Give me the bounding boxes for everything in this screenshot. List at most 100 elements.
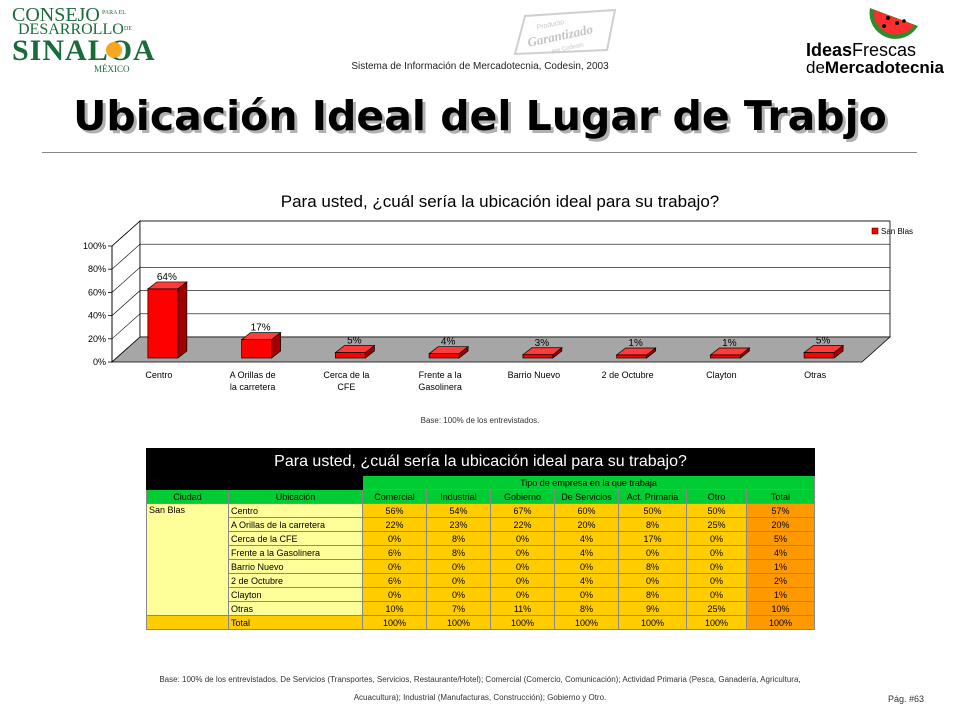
table-cell: 54% [426,503,491,518]
data-label: 64% [157,272,177,283]
table-cell: 60% [554,503,619,518]
bar [428,353,460,359]
table-cell: 20% [554,517,619,532]
table-cell: 0% [554,559,619,574]
slide-title: Ubicación Ideal del Lugar de Trabjo [73,92,887,140]
table-cell: 0% [686,531,747,546]
table-title: Para usted, ¿cuál sería la ubicación ide… [145,448,816,476]
table-total-cell: 10% [745,601,816,616]
table-row: A Orillas de la carretera 22% 23% 22% 20% 8% 2… [147,517,816,532]
table-cell: 10% [362,601,427,616]
table-cell: 7% [426,601,491,616]
table-cell: 8% [554,601,619,616]
ideas-frescas-logo: IdeasFrescas deMercadotecnia [806,2,956,77]
table-row: Frente a la Gasolinera 6% 8% 0% 4% 0% 0% 4% [147,545,816,560]
category-label: A Orillas de la carretera [230,370,276,392]
logo-text-sinaloa: SINALOA [12,34,156,67]
bar [710,354,741,359]
gridline [111,313,890,340]
table-cell: 100% [362,615,427,630]
table-cell: 0% [686,545,747,560]
y-tick-label: 60% [88,287,106,297]
table-group-blank [146,475,363,490]
bar [522,354,554,359]
bar [241,339,272,359]
table-cell: 0% [490,587,555,602]
table-cell: 8% [618,559,687,574]
table-cell: 0% [618,545,687,560]
table-cell: 25% [686,601,747,616]
table-cell: 0% [686,587,747,602]
table-row: Barrio Nuevo 0% 0% 0% 0% 8% 0% 1% [147,559,816,574]
bar [803,352,835,359]
logo-text-para-el: PARA EL [102,10,126,16]
table-cell: 6% [362,545,427,560]
table-cell: 0% [362,587,427,602]
table-row-label: A Orillas de la carretera [228,517,363,532]
gridline [111,220,890,247]
page-number: Pág. #63 [888,694,925,704]
logo-text-consejo: CONSEJO [12,4,100,26]
table-cell: 0% [490,559,555,574]
table-cell: 0% [426,587,491,602]
table-total-cell: 20% [745,517,816,532]
table-cell: 25% [686,517,747,532]
table-col-header: De Servicios [554,489,619,504]
table-cell: 0% [490,531,555,546]
table-cell: 100% [490,615,555,630]
table-group-header: Tipo de empresa en la que trabaja [361,475,816,490]
table-cell: 0% [362,531,427,546]
legend-label: San Blas [881,227,913,236]
header-subtitle: Sistema de Información de Mercadotecnia,… [351,61,609,72]
table-col-header: Otro [686,489,747,504]
logo-text-desarrollo: DESARROLLO [18,21,124,38]
logo-sun-icon [106,42,122,58]
chart-title: Para usted, ¿cuál sería la ubicación ide… [280,192,720,211]
table-city-blank [146,615,229,630]
gridline [111,290,890,316]
logo-mercadotecnia: Mercadotecnia [824,58,944,77]
bar-side [177,281,188,359]
logo-text-de: DE [124,26,132,32]
footnote-line-1: Base: 100% de los entrevistados. De Serv… [159,675,801,684]
data-label: 17% [251,323,271,334]
table-cell: 0% [554,587,619,602]
table-row: San Blas Centro 56% 54% 67% 60% 50% 50% 57% [146,503,816,616]
table-row-label: Centro [228,503,363,518]
category-label: Centro [145,370,172,380]
data-label: 5% [816,336,831,347]
table-total-cell: 5% [745,531,816,546]
data-label: 1% [628,338,643,349]
table-cell: 50% [686,503,747,518]
table-cell: 0% [426,559,491,574]
watermelon-icon [869,8,918,39]
table-row: Clayton 0% 0% 0% 0% 8% 0% 1% [147,587,816,602]
table-row-label: Frente a la Gasolinera [228,545,363,560]
table-cell: 23% [426,517,491,532]
table-col-header: Gobierno [490,489,555,504]
table-row: Total 100% 100% 100% 100% 100% 100% 100% [146,615,816,630]
y-tick-label: 0% [93,357,106,367]
category-label: Barrio Nuevo [508,370,561,380]
table-col-header: Act. Primaria [618,489,687,504]
table-total-cell: 1% [745,559,816,574]
table-cell: 100% [426,615,491,630]
table-cell: 50% [618,503,687,518]
category-label: Cerca de la CFE [323,370,369,392]
category-label: 2 de Octubre [602,370,654,380]
table-cell: 56% [362,503,427,518]
y-tick-label: 100% [83,241,106,251]
logo-text-mexico: MÉXICO [94,64,130,74]
table-row-label: 2 de Octubre [228,573,363,588]
table-city-cell: San Blas [146,503,229,616]
table-cell: 0% [490,545,555,560]
logo-ideas: Ideas [806,40,853,60]
table-cell: 8% [426,545,491,560]
table-row: 2 de Octubre 6% 0% 0% 4% 0% 0% 2% [147,573,816,588]
table-row-label: Cerca de la CFE [228,531,363,546]
bar [147,288,179,359]
y-tick-label: 80% [88,264,106,274]
table-col-header: Comercial [362,489,427,504]
chart-floor [110,336,892,363]
data-label: 1% [722,338,737,349]
